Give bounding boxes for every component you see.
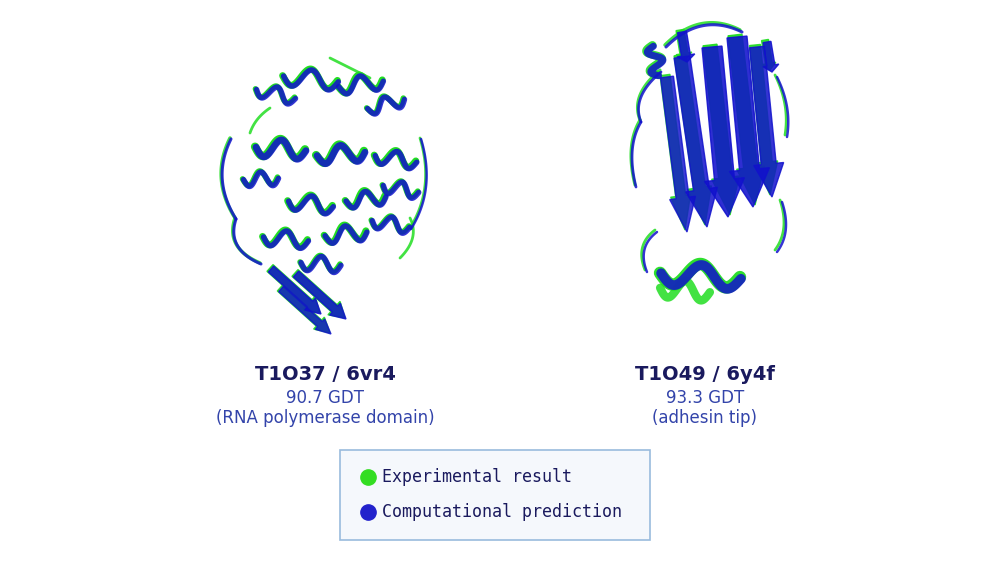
Text: (RNA polymerase domain): (RNA polymerase domain) [216, 409, 434, 427]
Polygon shape [728, 34, 765, 205]
Polygon shape [268, 266, 321, 314]
Text: (adhesin tip): (adhesin tip) [652, 409, 758, 427]
Polygon shape [703, 44, 740, 215]
Polygon shape [702, 46, 744, 217]
Text: Experimental result: Experimental result [382, 468, 572, 486]
FancyBboxPatch shape [340, 450, 650, 540]
Polygon shape [292, 270, 345, 318]
Text: Computational prediction: Computational prediction [382, 503, 622, 521]
Polygon shape [762, 39, 776, 70]
Polygon shape [279, 287, 331, 334]
Polygon shape [677, 32, 695, 62]
Polygon shape [661, 76, 695, 232]
Polygon shape [267, 265, 320, 313]
Polygon shape [750, 44, 778, 195]
Polygon shape [676, 29, 692, 60]
Text: 90.7 GDT: 90.7 GDT [286, 389, 364, 407]
Polygon shape [674, 56, 717, 227]
Polygon shape [763, 41, 779, 72]
Polygon shape [293, 271, 346, 319]
Polygon shape [660, 74, 691, 230]
Text: 93.3 GDT: 93.3 GDT [666, 389, 744, 407]
Polygon shape [277, 285, 330, 333]
Polygon shape [750, 46, 784, 197]
Text: T1O49 / 6y4f: T1O49 / 6y4f [635, 365, 775, 384]
Text: T1O37 / 6vr4: T1O37 / 6vr4 [255, 365, 395, 384]
Polygon shape [674, 54, 711, 225]
Polygon shape [727, 36, 769, 207]
